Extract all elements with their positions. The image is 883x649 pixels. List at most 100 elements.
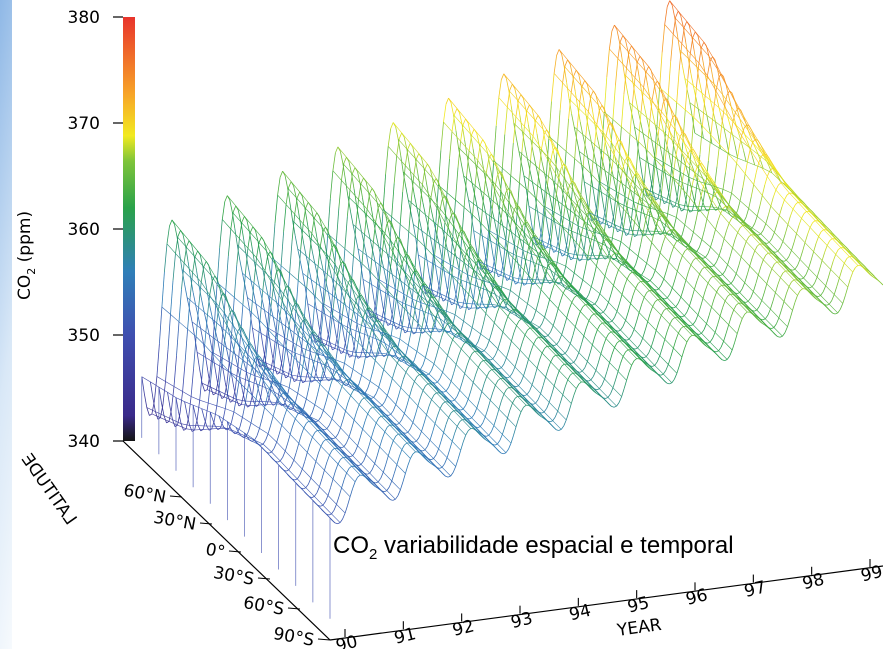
surface-mesh-segment [219,288,223,301]
surface-mesh-segment [585,294,590,299]
surface-mesh-segment [563,317,568,327]
surface-mesh-segment [655,198,659,201]
latitude-tick-label: 60°N [122,481,168,508]
surface-mesh-segment [498,274,502,278]
surface-mesh-segment [772,292,776,302]
surface-mesh-segment [319,478,323,487]
surface-mesh-segment [420,301,424,312]
surface-mesh-segment [649,306,654,314]
surface-mesh-segment [702,60,706,76]
z-tick-label: 350 [68,326,100,346]
surface-mesh-segment [261,298,265,311]
surface-mesh-segment [381,229,386,243]
surface-mesh-segment [710,275,714,279]
surface-mesh-segment [625,233,629,236]
surface-mesh-segment [469,353,473,359]
surface-mesh-segment [362,420,366,430]
surface-mesh-segment [369,406,373,410]
surface-mesh-segment [531,235,535,239]
surface-mesh-segment [206,425,210,431]
surface-mesh-segment [325,495,329,502]
surface-mesh-segment [294,478,298,481]
surface-mesh-segment [150,381,154,398]
surface-mesh-segment [523,367,527,377]
surface-mesh-segment [617,143,621,156]
surface-mesh-segment [324,359,328,366]
surface-mesh-segment [336,207,340,242]
surface-mesh-segment [465,294,470,309]
surface-mesh-segment [666,324,671,332]
surface-mesh-segment [620,227,624,242]
surface-mesh-segment [187,261,191,278]
surface-mesh-segment [425,219,429,248]
surface-mesh-segment [287,434,291,444]
surface-mesh-segment [470,382,474,392]
surface-mesh-segment [431,256,435,283]
surface-mesh-segment [604,186,609,211]
surface-mesh-segment [262,270,266,294]
surface-mesh-segment [599,322,603,326]
surface-mesh-segment [321,470,325,480]
surface-mesh-segment [315,452,319,462]
surface-mesh-segment [482,313,487,325]
surface-mesh-segment [657,252,661,263]
surface-mesh-segment [502,426,506,435]
surface-mesh-segment [722,300,726,308]
surface-mesh-segment [500,331,504,342]
surface-mesh-segment [320,305,325,332]
surface-mesh-segment [701,42,705,48]
surface-mesh-segment [340,351,344,354]
surface-mesh-segment [471,413,475,419]
surface-mesh-segment [486,340,490,347]
surface-mesh-segment [401,413,405,420]
surface-mesh-segment [551,207,555,222]
surface-mesh-segment [661,196,665,204]
surface-mesh-segment [532,120,536,137]
surface-mesh-segment [225,347,230,360]
surface-mesh-segment [270,401,274,406]
surface-mesh-segment [311,496,315,498]
surface-mesh-segment [385,455,389,465]
surface-mesh-segment [363,454,367,461]
surface-mesh-segment [277,343,281,359]
surface-mesh-segment [489,391,494,401]
surface-mesh-segment [777,277,781,285]
surface-mesh-segment [767,308,771,316]
surface-mesh-segment [562,226,566,242]
surface-mesh-segment [301,461,306,470]
surface-mesh-segment [684,248,688,252]
surface-mesh-segment [699,239,703,248]
surface-mesh-segment [266,375,270,381]
surface-mesh-segment [369,188,373,194]
surface-mesh-segment [761,292,765,301]
surface-mesh-segment [450,472,454,477]
surface-mesh-segment [246,343,250,373]
year-tick-label: 90 [334,632,360,649]
surface-mesh-segment [553,55,557,74]
surface-mesh-segment [388,480,393,488]
surface-mesh-segment [410,422,414,429]
surface-mesh-segment [443,324,447,331]
year-tick-label: 98 [801,570,827,595]
surface-mesh-segment [605,145,609,157]
surface-mesh-segment [459,419,463,423]
surface-mesh-segment [401,444,405,450]
surface-mesh-segment [526,104,530,111]
surface-mesh-segment [359,428,363,439]
surface-mesh-segment [172,419,176,427]
surface-mesh-segment [593,255,597,260]
surface-mesh-segment [433,392,437,396]
surface-mesh-segment [403,253,407,259]
surface-mesh-segment [233,264,238,298]
surface-mesh-segment [506,349,510,359]
surface-mesh-segment [669,200,674,208]
surface-mesh-segment [535,412,539,415]
surface-mesh-segment [544,183,548,209]
surface-mesh-segment [668,253,672,263]
surface-mesh-segment [311,404,316,413]
surface-mesh-segment [416,437,420,442]
surface-mesh-segment [161,271,165,308]
surface-mesh-segment [680,172,685,188]
surface-mesh-segment [378,256,383,282]
surface-mesh-segment [606,48,610,78]
